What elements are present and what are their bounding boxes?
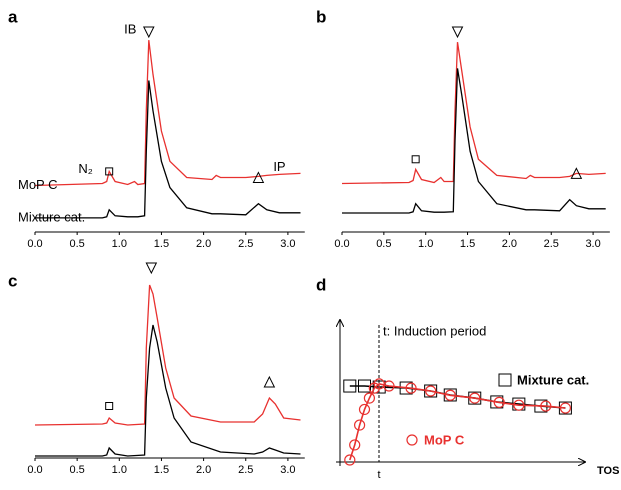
x-tick-label: 3.0 <box>280 238 295 250</box>
point <box>559 402 572 414</box>
annotation: IP <box>273 159 285 174</box>
point <box>425 385 437 397</box>
legend-marker <box>406 434 418 446</box>
peak-marker <box>142 26 155 39</box>
trace <box>35 324 301 457</box>
annotation: IB <box>124 21 136 36</box>
point <box>443 388 457 402</box>
x-tick-label: 2.5 <box>238 464 253 476</box>
point <box>358 403 371 416</box>
x-tick-label: 2.0 <box>502 238 517 250</box>
x-tick-label: 0.5 <box>70 238 85 250</box>
t-label: t <box>377 469 380 481</box>
x-tick-label: 3.0 <box>585 238 600 250</box>
x-tick-label: 0.5 <box>376 238 391 250</box>
point <box>490 395 504 409</box>
peak-marker <box>145 262 158 275</box>
x-tick-label: 0.5 <box>70 464 85 476</box>
trace-label: Mixture cat. <box>18 209 85 224</box>
point <box>354 419 366 431</box>
trace <box>341 42 606 185</box>
x-tick-label: 2.5 <box>544 238 559 250</box>
point <box>383 380 395 392</box>
peak-marker <box>105 402 114 410</box>
point <box>363 392 375 404</box>
x-tick-label: 1.5 <box>460 238 475 250</box>
trace-label: MoP C <box>18 177 58 192</box>
legend-label: Mixture cat. <box>517 372 589 387</box>
point <box>372 380 386 394</box>
peak-marker <box>105 167 114 176</box>
x-tick-label: 0.0 <box>27 464 42 476</box>
point <box>358 379 371 393</box>
x-axis-label: TOS <box>597 465 619 477</box>
point <box>444 389 456 401</box>
x-tick-label: 2.5 <box>238 238 253 250</box>
x-tick-label: 1.5 <box>154 464 169 476</box>
x-tick-label: 3.0 <box>280 464 295 476</box>
peak-marker <box>570 167 583 179</box>
point <box>493 396 505 408</box>
legend-label: MoP C <box>424 432 465 447</box>
panel-letter: c <box>8 271 17 290</box>
point <box>424 384 438 398</box>
trend-line <box>349 385 566 409</box>
point <box>405 382 417 394</box>
x-tick-label: 0.0 <box>334 238 349 250</box>
peak-marker <box>252 171 265 183</box>
x-tick-label: 1.0 <box>418 238 433 250</box>
trend-line <box>349 383 566 461</box>
panel-letter: b <box>316 7 326 26</box>
panel-letter: d <box>316 275 326 294</box>
panel-letter: a <box>8 7 18 26</box>
point <box>343 379 357 393</box>
trace <box>34 284 301 426</box>
peak-marker <box>263 375 276 388</box>
peak-marker <box>411 155 420 164</box>
trace <box>342 68 606 214</box>
x-tick-label: 1.0 <box>112 238 127 250</box>
x-tick-label: 2.0 <box>196 238 211 250</box>
x-tick-label: 0.0 <box>27 238 42 250</box>
point <box>540 400 552 412</box>
point <box>513 399 525 411</box>
x-tick-label: 1.0 <box>112 464 127 476</box>
x-tick-label: 1.5 <box>154 238 169 250</box>
peak-marker <box>451 26 464 39</box>
point <box>349 439 361 451</box>
trace <box>34 40 301 187</box>
legend-marker <box>498 373 512 387</box>
point <box>469 392 481 404</box>
trace <box>35 80 301 219</box>
x-tick-label: 2.0 <box>196 464 211 476</box>
annotation: N₂ <box>78 161 92 176</box>
point <box>344 454 356 466</box>
annotation: t: Induction period <box>383 323 486 338</box>
